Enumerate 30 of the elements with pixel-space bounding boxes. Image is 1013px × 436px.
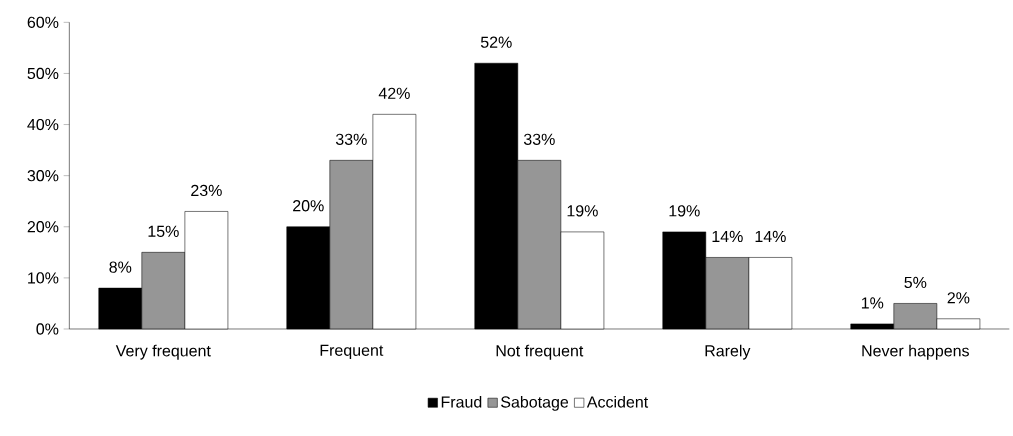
text: 1% [861, 297, 884, 309]
text: 14% [755, 230, 786, 243]
y-tick-label: 40% [27, 118, 59, 131]
legend-label: Fraud [441, 395, 482, 408]
x-tick-label: Rarely [705, 344, 751, 360]
y-tick-label: 60% [27, 16, 59, 28]
text: 42% [378, 87, 410, 99]
text: 15% [148, 225, 179, 237]
y-tick-label: 20% [27, 221, 59, 233]
text: 52% [480, 36, 512, 48]
text: 19% [567, 205, 598, 217]
x-tick-label: Never happens [862, 344, 969, 360]
text: 14% [712, 230, 743, 243]
x-tick-label: Frequent [320, 344, 384, 360]
y-tick-label: 30% [27, 170, 59, 182]
text: 33% [523, 133, 555, 145]
text: 23% [191, 184, 222, 197]
legend-label: Sabotage [501, 395, 569, 411]
text: 20% [293, 200, 324, 212]
text: 8% [109, 261, 132, 273]
y-tick-label: 0% [36, 323, 59, 335]
text: 33% [335, 133, 367, 145]
x-tick-label: Not frequent [496, 344, 584, 360]
text: 19% [669, 205, 700, 217]
x-tick-label: Very frequent [115, 344, 211, 360]
text: 5% [904, 276, 927, 289]
y-tick-label: 50% [27, 67, 59, 80]
legend-label: Accident [586, 395, 649, 408]
text: 2% [947, 292, 970, 304]
y-tick-label: 10% [28, 272, 59, 284]
